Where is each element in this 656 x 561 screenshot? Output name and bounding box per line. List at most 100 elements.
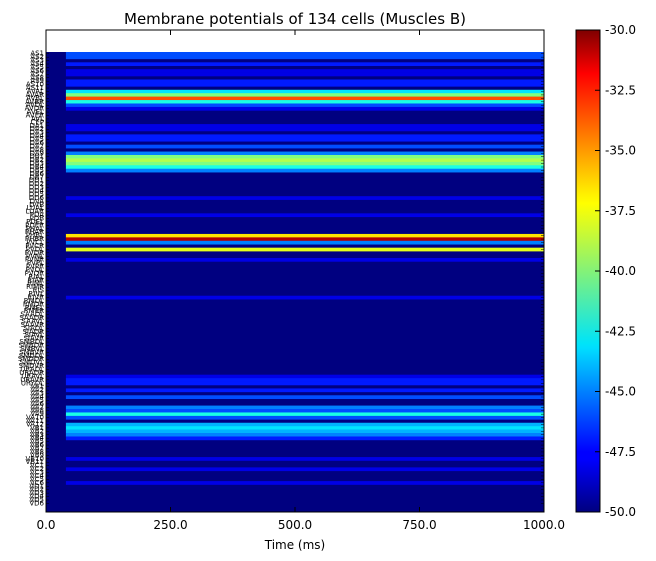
- heatmap-row: [65, 233, 545, 238]
- heatmap-row: [65, 158, 545, 163]
- y-tick-label: AVDR: [25, 105, 45, 113]
- y-tick-label: VD1: [29, 482, 44, 490]
- y-tick-label: URADL: [20, 366, 44, 374]
- colorbar-tick-label: -32.5: [605, 83, 636, 97]
- y-tick-label: VA9: [30, 410, 44, 418]
- y-tick-label: SAAVL: [21, 317, 44, 325]
- y-tick-label: RIML: [27, 280, 44, 288]
- heatmap-row: [65, 213, 545, 218]
- heatmap-row: [65, 103, 545, 108]
- colorbar-tick-label: -50.0: [605, 505, 636, 519]
- y-tick-label: DD1: [29, 177, 44, 185]
- heatmap-row: [65, 426, 545, 430]
- y-tick-label: VC2: [30, 465, 44, 473]
- y-tick-label: PHAR: [25, 228, 44, 236]
- y-tick-label: PVPL: [27, 259, 44, 267]
- heatmap-row: [65, 433, 545, 437]
- y-tick-label: DA2: [29, 125, 44, 133]
- y-tick-label: VC1: [30, 462, 44, 470]
- y-tick-label: PDB: [30, 214, 45, 222]
- heatmap-row: [65, 457, 545, 461]
- heatmap-row: [65, 436, 545, 441]
- y-tick-label: VD3: [29, 489, 44, 497]
- heatmap-row: [65, 124, 545, 128]
- y-tick-label: AVL: [31, 115, 44, 123]
- x-tick-label: 0.0: [36, 518, 55, 532]
- heatmap-row: [65, 106, 545, 111]
- heatmap-row: [65, 165, 545, 170]
- heatmap-row: [65, 295, 545, 300]
- heatmap-row: [65, 134, 545, 139]
- y-tick-label: AS6: [30, 67, 44, 75]
- heatmap-row: [65, 93, 545, 97]
- y-tick-label: DD5: [29, 190, 44, 198]
- y-tick-label: AVAL: [27, 87, 44, 95]
- heatmap-row: [65, 137, 545, 142]
- y-tick-label: AVBL: [26, 94, 44, 102]
- y-tick-label: AS4: [30, 60, 44, 68]
- y-tick-label: VA6: [30, 400, 44, 408]
- heatmap-row: [65, 79, 545, 84]
- heatmap-row: [65, 388, 545, 393]
- y-tick-label: SAADL: [20, 311, 44, 319]
- heatmap-background: [46, 52, 544, 512]
- heatmap-row: [65, 405, 545, 410]
- colorbar-tick-label: -30.0: [605, 23, 636, 37]
- y-tick-label: SMBDR: [18, 342, 44, 350]
- heatmap-row: [65, 161, 545, 166]
- heatmap-row: [65, 154, 545, 159]
- y-tick-label: DB6: [29, 170, 44, 178]
- y-tick-label: VB1: [30, 424, 44, 432]
- heatmap-row: [65, 240, 545, 245]
- y-tick-label: DVA: [30, 197, 45, 205]
- y-tick-label: AS10: [26, 81, 44, 89]
- y-tick-label: SMDDL: [19, 352, 44, 360]
- y-tick-label: SIAVR: [23, 335, 44, 343]
- heatmap-row: [65, 89, 545, 94]
- colorbar-tick-label: -47.5: [605, 445, 636, 459]
- y-tick-label: DA3: [29, 129, 44, 137]
- y-tick-label: DD2: [29, 180, 44, 188]
- y-tick-label: DD6: [29, 194, 45, 202]
- y-tick-label: AVER: [26, 112, 45, 120]
- y-tick-label: VA1: [30, 383, 44, 391]
- y-tick-label: LUAL: [27, 204, 44, 212]
- y-axis-cell-labels: AS1AS2AS3AS4AS5AS6AS7AS8AS9AS10AS11AVALA…: [18, 50, 544, 507]
- y-tick-label: DB7: [29, 173, 44, 181]
- y-tick-label: VB3: [30, 431, 44, 439]
- y-tick-label: DA6: [29, 139, 44, 147]
- y-tick-label: DA8: [29, 146, 44, 154]
- y-tick-label: DA4: [29, 132, 44, 140]
- colorbar-tick-label: -42.5: [605, 324, 636, 338]
- y-tick-label: SIADL: [23, 324, 44, 332]
- y-tick-label: AVBR: [25, 98, 44, 106]
- y-tick-label: PHBR: [25, 235, 44, 243]
- y-tick-label: VA2: [30, 386, 44, 394]
- y-tick-label: AS2: [30, 53, 44, 61]
- y-tick-label: VB10: [26, 455, 45, 463]
- chart-title: Membrane potentials of 134 cells (Muscle…: [124, 10, 466, 28]
- y-tick-label: VB2: [30, 427, 44, 435]
- x-tick-label: 250.0: [153, 518, 187, 532]
- y-tick-label: DB3: [29, 160, 44, 168]
- y-tick-label: PHBL: [26, 232, 44, 240]
- heatmap-row: [65, 196, 545, 200]
- x-axis-label: Time (ms): [264, 538, 326, 552]
- y-tick-label: VB6: [30, 441, 45, 449]
- y-tick-label: VA4: [30, 393, 44, 401]
- y-tick-label: VD2: [29, 486, 44, 494]
- y-tick-label: RMEL: [25, 304, 44, 312]
- heatmap-row: [65, 467, 545, 472]
- y-tick-label: RIS: [33, 287, 45, 295]
- y-tick-label: SAADR: [19, 314, 44, 322]
- heatmap-row: [65, 247, 545, 252]
- y-tick-label: SMDVR: [19, 362, 45, 370]
- y-tick-label: VB11: [26, 458, 45, 466]
- y-tick-label: VB8: [30, 448, 44, 456]
- y-tick-label: VC3: [30, 469, 44, 477]
- y-tick-label: AS9: [30, 77, 44, 85]
- y-tick-label: URAVR: [20, 376, 44, 384]
- y-tick-label: VB4: [30, 434, 45, 442]
- y-tick-label: AS8: [30, 74, 44, 82]
